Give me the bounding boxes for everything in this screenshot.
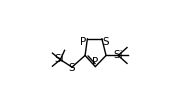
Text: P: P: [92, 57, 98, 67]
Text: S: S: [68, 63, 75, 73]
Text: P: P: [80, 37, 86, 47]
Text: S: S: [102, 37, 109, 47]
Text: Si: Si: [113, 50, 123, 60]
Text: Si: Si: [54, 54, 64, 64]
